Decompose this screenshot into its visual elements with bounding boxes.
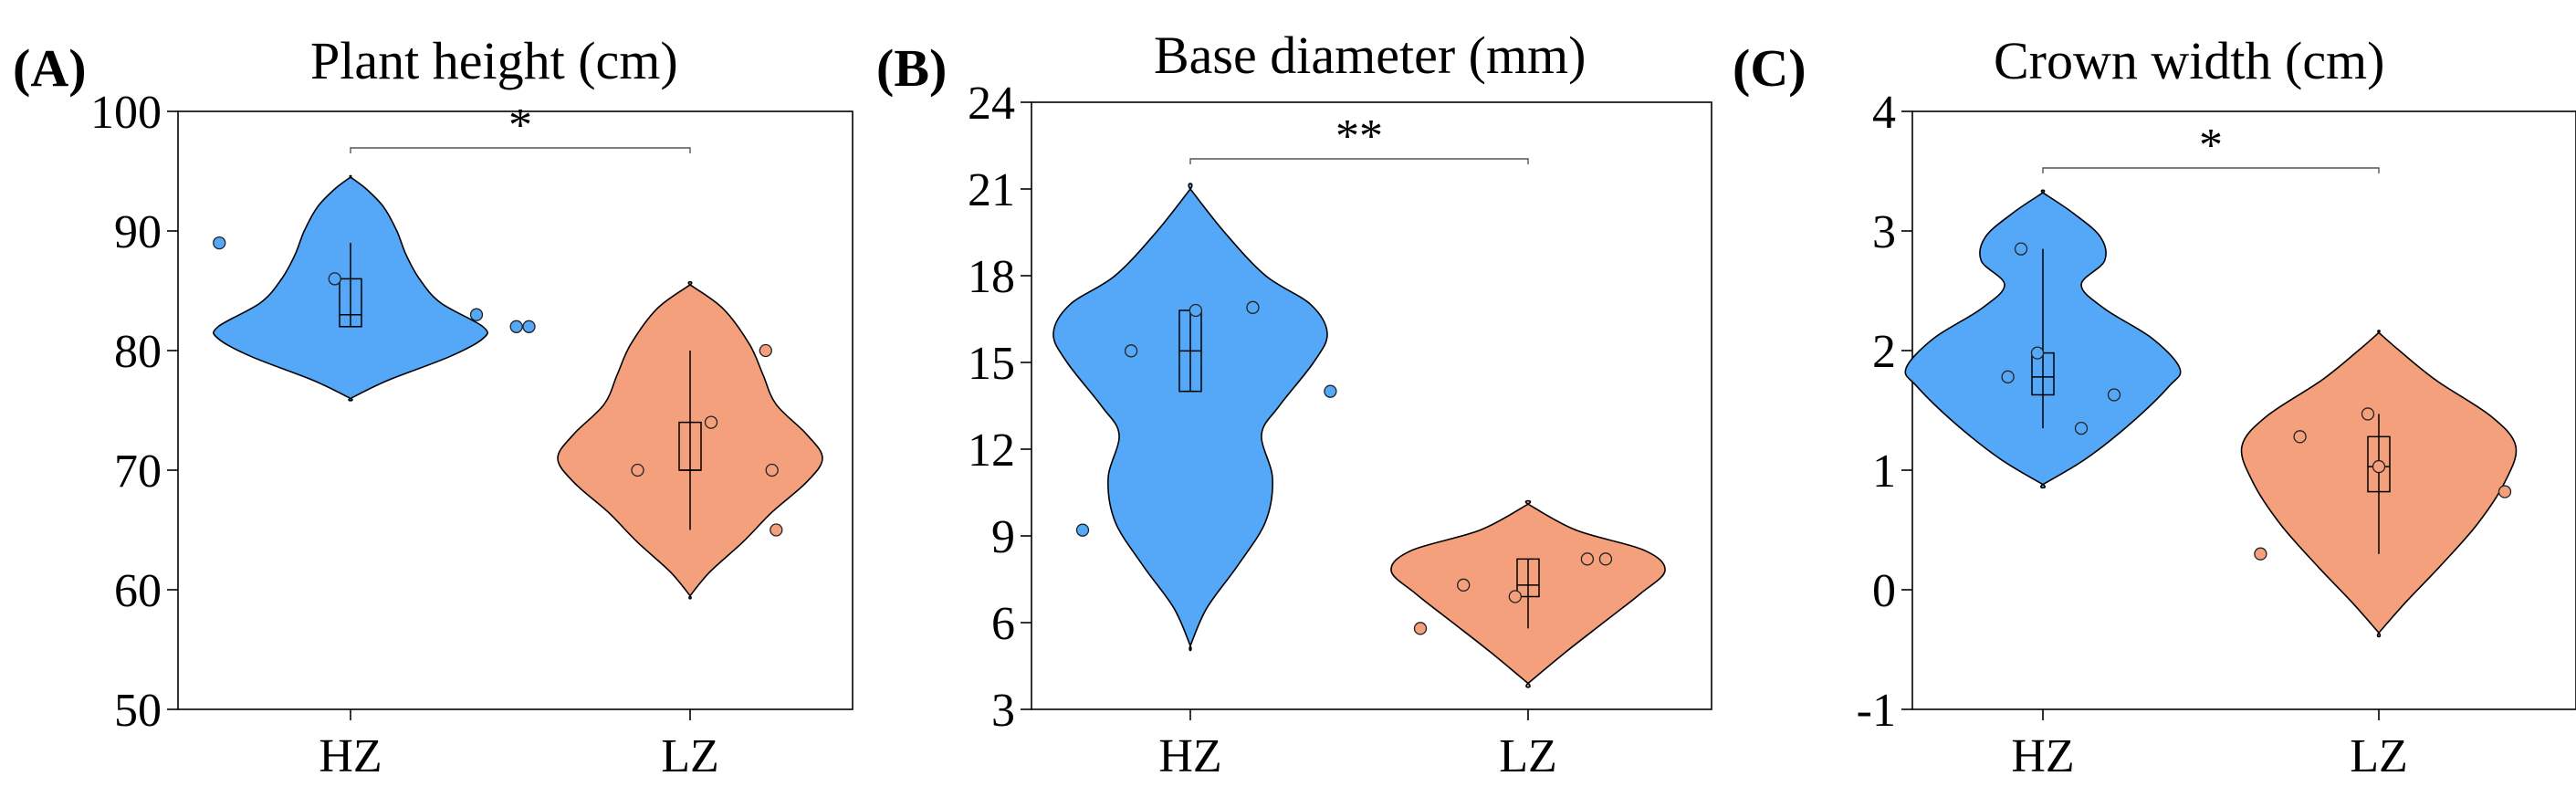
data-point — [1598, 552, 1613, 566]
axes-frame — [1911, 110, 2576, 710]
data-point — [509, 320, 523, 333]
panel-title: Crown width (cm) — [1994, 31, 2385, 90]
significance-bracket — [350, 147, 691, 153]
data-point — [522, 320, 536, 333]
data-point — [1508, 590, 1522, 603]
panel-b: (B) Base diameter (mm) 3 6 9 12 15 18 21 24 HZ LZ… — [858, 0, 1716, 797]
y-tick-label: 70 — [114, 446, 162, 498]
y-tick-label: 3 — [1872, 206, 1896, 258]
data-point — [1189, 303, 1203, 318]
x-tick-label: HZ — [2011, 730, 2074, 782]
data-point — [1124, 344, 1138, 358]
axes-frame — [1031, 101, 1712, 710]
y-tick-label: -1 — [1857, 685, 1896, 737]
panel-title: Base diameter (mm) — [1154, 26, 1586, 85]
y-tick-label: 3 — [991, 685, 1015, 737]
y-tick-label: 0 — [1872, 565, 1896, 617]
data-point — [2361, 407, 2375, 421]
data-point — [2372, 459, 2386, 474]
y-tick-label: 6 — [991, 598, 1015, 650]
y-tick-label: 80 — [114, 326, 162, 378]
box-iqr — [1516, 558, 1540, 598]
data-point — [1580, 552, 1595, 566]
y-tick-label: 15 — [968, 338, 1015, 390]
panel-letter: (B) — [876, 38, 948, 98]
x-tick-label: LZ — [1499, 730, 1557, 782]
chart-svg: -1 0 1 2 3 4 HZ LZ * — [1857, 87, 2576, 782]
y-tick-label: 1 — [1872, 446, 1896, 498]
data-point — [1075, 523, 1090, 537]
data-point — [704, 415, 718, 429]
data-point — [469, 308, 484, 321]
y-tick-label: 100 — [90, 87, 162, 139]
data-point — [759, 343, 772, 358]
data-point — [2014, 242, 2028, 256]
violin-hz — [1052, 183, 1328, 652]
y-tick-label: 24 — [968, 78, 1015, 130]
y-tick-label: 50 — [114, 685, 162, 737]
panel-letter: (A) — [13, 38, 87, 98]
data-point — [1413, 622, 1428, 635]
data-point — [2001, 370, 2015, 383]
data-point — [765, 463, 779, 477]
panel-title: Plant height (cm) — [310, 31, 678, 90]
data-point — [2497, 485, 2512, 498]
significance-label: * — [2199, 120, 2223, 172]
y-tick-label: 12 — [968, 425, 1015, 477]
x-tick-label: LZ — [2350, 730, 2408, 782]
data-point — [2074, 421, 2089, 435]
y-tick-label: 18 — [968, 251, 1015, 303]
significance-bracket — [1189, 158, 1529, 164]
panel-letter: (C) — [1733, 38, 1806, 98]
box-iqr — [2367, 435, 2391, 493]
data-point — [328, 272, 341, 286]
data-point — [1246, 300, 1260, 314]
significance-label: ** — [1335, 110, 1383, 163]
significance-label: * — [508, 100, 532, 152]
chart-svg: 50 60 70 80 90 100 HZ LZ * — [90, 87, 853, 782]
significance-bracket — [2042, 167, 2380, 173]
chart-svg: 3 6 9 12 15 18 21 24 HZ LZ ** — [968, 78, 1712, 782]
data-point — [2030, 346, 2045, 360]
data-point — [1457, 578, 1471, 592]
y-tick-label: 9 — [991, 511, 1015, 563]
y-tick-label: 90 — [114, 206, 162, 258]
data-point — [2254, 547, 2267, 561]
data-point — [1324, 384, 1337, 398]
panel-c: (C) Crown width (cm) -1 0 1 2 3 4 HZ LZ * — [1716, 0, 2576, 797]
x-tick-label: HZ — [319, 730, 382, 782]
y-tick-label: 60 — [114, 565, 162, 617]
y-tick-label: 21 — [968, 164, 1015, 216]
x-tick-label: HZ — [1158, 730, 1221, 782]
panel-a: (A) Plant height (cm) 50 60 70 80 90 100 HZ LZ * — [0, 0, 858, 797]
y-tick-label: 4 — [1872, 87, 1896, 139]
box-iqr — [339, 278, 362, 328]
axes-frame — [177, 110, 853, 710]
x-tick-label: LZ — [661, 730, 719, 782]
y-tick-label: 2 — [1872, 326, 1896, 378]
data-point — [770, 523, 783, 537]
data-point — [2107, 388, 2121, 402]
data-point — [213, 236, 226, 250]
data-point — [2293, 430, 2307, 444]
data-point — [631, 463, 644, 477]
